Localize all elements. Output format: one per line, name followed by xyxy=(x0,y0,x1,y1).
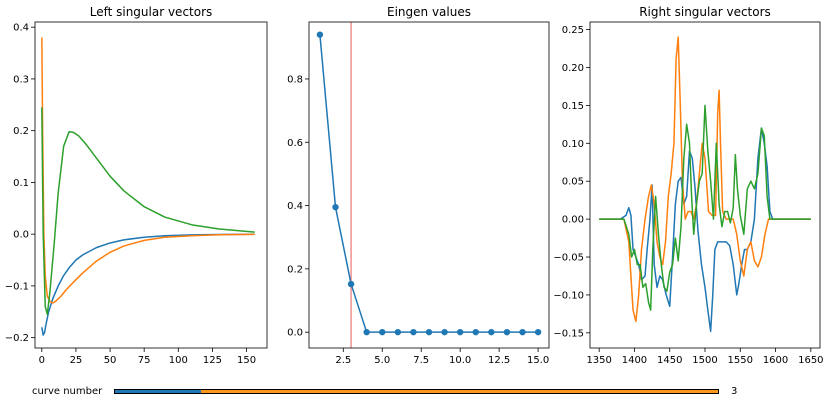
slider-label: curve number xyxy=(32,386,103,397)
plot-title: Left singular vectors xyxy=(90,5,213,19)
y-tick-label: 0.0 xyxy=(13,230,29,241)
x-tick-label: 75 xyxy=(138,355,151,366)
eigen-values-plot: Eingen values 2.5 5.0 7.5 10.0 12.5 15.0 0.0 0.… xyxy=(287,5,550,366)
y-tick-label: −0.05 xyxy=(553,253,584,264)
data-point xyxy=(534,328,542,336)
x-tick-label: 125 xyxy=(203,355,222,366)
x-tick-label: 25 xyxy=(70,355,83,366)
y-tick-label: 0.3 xyxy=(13,74,29,85)
y-tick-label: 0.20 xyxy=(562,63,584,74)
x-tick-label: 1550 xyxy=(728,355,753,366)
plot-title: Right singular vectors xyxy=(639,5,771,19)
series-line-1 xyxy=(41,233,255,336)
x-tick-label: 1450 xyxy=(657,355,682,366)
x-tick-label: 7.5 xyxy=(413,355,429,366)
x-tick-label: 0 xyxy=(39,355,45,366)
series-line-3 xyxy=(599,104,811,311)
y-tick-label: −0.2 xyxy=(5,333,29,344)
y-tick-label: 0.0 xyxy=(287,328,303,339)
data-point xyxy=(363,328,370,336)
slider-value: 3 xyxy=(731,386,738,397)
data-point xyxy=(441,328,448,336)
right-singular-vectors-plot: Right singular vectors 1350 1400 1450 1500 1… xyxy=(553,5,823,366)
x-tick-label: 100 xyxy=(169,355,188,366)
plot-area xyxy=(41,37,255,336)
y-tick-label: 0.05 xyxy=(562,177,584,188)
x-tick-label: 1350 xyxy=(586,355,611,366)
data-point xyxy=(472,328,479,336)
x-tick-label: 50 xyxy=(104,355,117,366)
y-tick-label: 0.4 xyxy=(13,23,29,34)
x-tick-label: 15.0 xyxy=(527,355,549,366)
data-point xyxy=(456,328,464,336)
y-tick-label: −0.10 xyxy=(553,290,584,301)
series-line-3 xyxy=(41,107,255,316)
plot-area xyxy=(316,22,542,348)
series-line-2 xyxy=(41,37,255,304)
y-tick-label: 0.00 xyxy=(562,215,584,226)
slider-fill xyxy=(115,390,201,393)
series-line-2 xyxy=(599,36,811,323)
y-tick-label: 0.15 xyxy=(562,101,584,112)
x-tick-label: 1500 xyxy=(692,355,717,366)
data-point xyxy=(488,328,495,336)
data-point xyxy=(519,328,526,336)
data-point xyxy=(503,328,511,336)
plot-area xyxy=(599,36,811,333)
y-tick-label: −0.1 xyxy=(5,281,29,292)
y-tick-label: 0.2 xyxy=(13,126,29,137)
series-line-1 xyxy=(319,34,539,333)
axes-frame xyxy=(308,21,550,349)
y-tick-label: 0.2 xyxy=(287,264,303,275)
x-tick-label: 10.0 xyxy=(449,355,471,366)
data-point xyxy=(379,328,386,336)
data-point xyxy=(410,328,417,336)
data-point xyxy=(425,328,433,336)
x-tick-label: 5.0 xyxy=(374,355,390,366)
y-tick-label: 0.6 xyxy=(287,138,303,149)
data-point xyxy=(316,31,324,38)
y-tick-label: 0.1 xyxy=(13,178,29,189)
axes-frame xyxy=(589,21,821,349)
y-tick-label: 0.8 xyxy=(287,74,303,85)
x-tick-label: 12.5 xyxy=(488,355,510,366)
curve-number-slider[interactable] xyxy=(114,389,719,394)
data-point xyxy=(347,280,355,288)
x-tick-label: 1650 xyxy=(798,355,823,366)
x-tick-label: 2.5 xyxy=(335,355,351,366)
plot-title: Eingen values xyxy=(387,5,471,19)
x-tick-label: 1600 xyxy=(763,355,788,366)
y-tick-label: 0.10 xyxy=(562,139,584,150)
axes-frame xyxy=(34,21,268,349)
y-tick-label: −0.15 xyxy=(553,328,584,339)
data-point xyxy=(394,328,402,336)
x-tick-label: 1400 xyxy=(622,355,647,366)
left-singular-vectors-plot: Left singular vectors 0 25 50 75 100 125 150 −0… xyxy=(5,5,268,366)
x-tick-label: 150 xyxy=(237,355,256,366)
y-tick-label: 0.4 xyxy=(287,201,303,212)
y-tick-label: 0.25 xyxy=(562,25,584,36)
data-point xyxy=(332,203,339,211)
